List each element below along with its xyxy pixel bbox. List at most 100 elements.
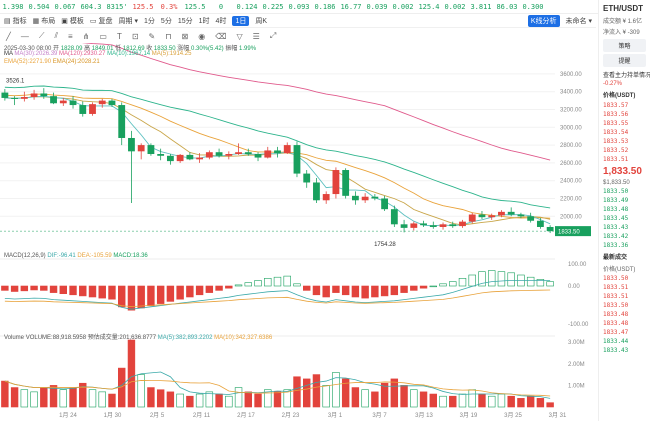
period-dropdown[interactable]: 周期 ▾: [118, 17, 139, 25]
volume-bar: [10, 387, 19, 408]
ticker-value[interactable]: 0.067: [54, 3, 76, 11]
ticker-value[interactable]: 125.5: [132, 3, 154, 11]
volume-bar: [322, 385, 330, 408]
macd-bar: [10, 285, 19, 292]
macd-bar: [322, 285, 330, 298]
ticker-value[interactable]: 1.398: [2, 3, 24, 11]
text-icon[interactable]: T: [116, 31, 122, 41]
ask-price: 1833.54: [603, 129, 629, 136]
rect-icon[interactable]: ▭: [99, 31, 107, 41]
pitchfork-icon[interactable]: ⋔: [82, 31, 90, 41]
trendline-icon[interactable]: ╱: [6, 31, 11, 41]
interval-tab[interactable]: 周K: [255, 17, 268, 25]
interval-tab[interactable]: 4时: [215, 17, 227, 25]
interval-tab[interactable]: 1时: [198, 17, 210, 25]
volume-bar: [186, 395, 194, 408]
filter-icon[interactable]: ▽: [236, 31, 243, 41]
macd-bar: [273, 276, 282, 287]
ma10-value: MA(10):1967.14: [107, 51, 151, 57]
ticker-value[interactable]: 0.3%: [160, 3, 178, 11]
ohlc-close-label: 收: [146, 46, 153, 52]
volume-bar: [449, 395, 457, 408]
ticker-value[interactable]: 125.5: [184, 3, 206, 11]
indicator-label: 指标: [12, 17, 27, 25]
ticker-value[interactable]: 0.225: [262, 3, 284, 11]
ticker-value[interactable]: 0.300: [522, 3, 544, 11]
hline-icon[interactable]: —: [20, 31, 29, 41]
volume-estimate: 预估成交量:201,636.8777: [87, 335, 157, 341]
alert-button[interactable]: 提醒: [603, 54, 646, 67]
volume-bar: [439, 395, 447, 408]
macd-bar: [127, 285, 136, 311]
ticker-value[interactable]: 3.811: [470, 3, 492, 11]
layout-button[interactable]: ▦ 布局: [32, 17, 56, 25]
macd-bar: [166, 285, 175, 302]
interval-tab[interactable]: 1日: [232, 15, 250, 26]
candle-body: [118, 105, 126, 138]
netflow-row: 净流入 ¥ -309: [603, 30, 640, 36]
interval-tab[interactable]: 15分: [177, 17, 193, 25]
ticker-value[interactable]: 0.124: [236, 3, 258, 11]
candle-body: [546, 226, 554, 232]
ticker-value[interactable]: 0.186: [314, 3, 336, 11]
volume-bar: [30, 391, 38, 408]
lock-icon[interactable]: ⊠: [181, 31, 189, 41]
settings-dropdown[interactable]: 未命名 ▾: [565, 17, 592, 25]
ticker-value[interactable]: 86.03: [496, 3, 518, 11]
volume-bar: [127, 339, 136, 408]
macd-bar: [49, 285, 58, 293]
dea-line: [4, 289, 551, 308]
channel-icon[interactable]: ⫽: [54, 31, 59, 40]
main-orders-link[interactable]: 查看主力持单情况: [603, 73, 650, 79]
kline-chart[interactable]: 3600.00 3400.00 3200.00 3000.00 2800.00 2600.…: [0, 43, 596, 421]
ticker-value[interactable]: 0.002: [392, 3, 414, 11]
indicator-button[interactable]: ▤ 指标: [4, 17, 27, 25]
ticker-value[interactable]: 8315': [106, 3, 128, 11]
volume-bar: [517, 398, 525, 408]
candle-body: [128, 137, 135, 152]
ticker-value[interactable]: 0.093: [288, 3, 310, 11]
expand-icon[interactable]: ⤢: [269, 31, 277, 40]
volume-bar: [147, 387, 155, 408]
review-button[interactable]: ▭ 复盘: [89, 17, 113, 25]
brush-icon[interactable]: ✎: [148, 31, 156, 41]
ohlc-open-label: 开: [53, 46, 60, 52]
macd-bar: [40, 285, 48, 291]
strategy-button[interactable]: 策略: [603, 39, 646, 52]
layers-icon[interactable]: ☰: [252, 31, 260, 41]
template-button[interactable]: ▣ 模板: [61, 17, 84, 25]
trade-price: 1833.50: [603, 275, 629, 282]
volume-label: Volume: [4, 335, 25, 341]
magnet-icon[interactable]: ⊓: [165, 31, 172, 41]
ray-icon[interactable]: ⟋: [38, 31, 45, 40]
measure-icon[interactable]: ⊡: [131, 31, 139, 41]
ticker-value[interactable]: 0: [218, 3, 224, 11]
ticker-value[interactable]: 0.002: [444, 3, 466, 11]
chart-area[interactable]: 3600.00 3400.00 3200.00 3000.00 2800.00 2600.…: [0, 43, 596, 421]
ticker-value[interactable]: 604.3: [80, 3, 102, 11]
macd-bar: [458, 278, 467, 287]
volume-bar: [546, 402, 554, 408]
macd-bar: [303, 285, 311, 291]
ticker-value[interactable]: 0.504: [28, 3, 50, 11]
volume-bar: [380, 382, 389, 408]
fib-icon[interactable]: ≡: [68, 31, 73, 41]
trash-icon[interactable]: ⌫: [215, 31, 227, 41]
volume-bar: [312, 374, 321, 408]
interval-tab[interactable]: 1分: [144, 17, 155, 25]
volume-bar: [98, 391, 106, 408]
date-tick: 3月 7: [372, 412, 387, 419]
trade-price: 1833.50: [603, 302, 629, 309]
bid-price: 1833.49: [603, 197, 629, 204]
kline-analysis-button[interactable]: K线分析: [527, 14, 560, 27]
eye-icon[interactable]: ◉: [198, 31, 206, 41]
date-tick: 2月 11: [193, 412, 211, 419]
ticker-value[interactable]: 125.4: [418, 3, 440, 11]
current-price-tag-bg: [555, 226, 591, 237]
ticker-value[interactable]: 0.039: [366, 3, 388, 11]
candle-body: [176, 154, 184, 162]
interval-tab[interactable]: 5分: [160, 17, 172, 25]
candle-body: [1, 92, 9, 98]
ticker-value[interactable]: 16.77: [340, 3, 362, 11]
